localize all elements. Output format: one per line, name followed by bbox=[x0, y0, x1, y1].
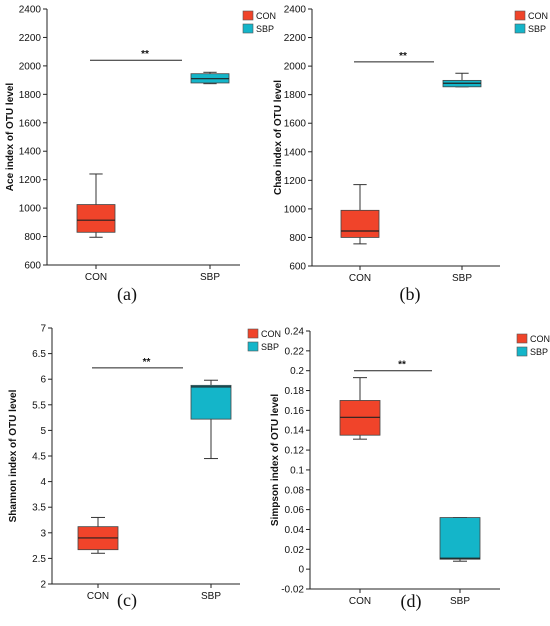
y-axis-label: Simpson index of OTU level bbox=[270, 394, 281, 526]
y-tick-label: 2200 bbox=[19, 33, 42, 44]
y-tick-label: 2000 bbox=[284, 62, 307, 73]
y-tick-label: 1200 bbox=[19, 175, 42, 186]
box-con bbox=[76, 173, 116, 238]
box-con bbox=[339, 377, 381, 440]
significance-label: ** bbox=[398, 360, 406, 371]
legend-swatch bbox=[247, 341, 259, 352]
y-tick-label: 0.14 bbox=[285, 426, 305, 437]
legend-swatch bbox=[514, 23, 526, 34]
y-axis-label: Chao index of OTU level bbox=[273, 80, 284, 195]
y-tick-label: 0.2 bbox=[290, 366, 304, 377]
y-tick-label: 0.1 bbox=[290, 465, 304, 476]
legend-swatch bbox=[242, 23, 254, 34]
legend-swatch bbox=[516, 333, 528, 344]
x-tick-label: SBP bbox=[200, 272, 220, 283]
box-con bbox=[77, 516, 119, 554]
y-axis-label: Ace index of OTU level bbox=[5, 83, 16, 192]
y-tick-label: 0.04 bbox=[285, 525, 305, 536]
y-tick-label: 1000 bbox=[284, 204, 307, 215]
legend-label: SBP bbox=[261, 342, 279, 352]
y-tick-label: 1400 bbox=[284, 147, 307, 158]
legend-label: CON bbox=[256, 11, 276, 21]
legend-swatch bbox=[242, 10, 254, 21]
y-tick-label: 0.18 bbox=[285, 386, 305, 397]
y-tick-label: 0.08 bbox=[285, 485, 305, 496]
y-tick-label: 5 bbox=[40, 426, 46, 437]
y-tick-label: 0.16 bbox=[285, 406, 305, 417]
panel-label: (b) bbox=[400, 284, 421, 305]
y-tick-label: 3 bbox=[40, 528, 46, 539]
legend-label: CON bbox=[261, 329, 281, 339]
panel-1: 600 800 1000 1200 1400 1600 1800 2000 2200 2400 Ac… bbox=[5, 5, 276, 306]
y-tick-label: 2400 bbox=[19, 5, 42, 16]
legend-swatch bbox=[516, 346, 528, 357]
x-tick-label: SBP bbox=[452, 273, 472, 284]
y-tick-label: 0.24 bbox=[285, 327, 305, 338]
x-tick-label: SBP bbox=[450, 596, 470, 607]
y-tick-label: 0.12 bbox=[285, 446, 305, 457]
box-sbp bbox=[439, 517, 481, 562]
y-tick-label: 3.5 bbox=[32, 503, 46, 514]
y-tick-label: 2400 bbox=[284, 5, 307, 16]
significance-label: ** bbox=[399, 51, 407, 62]
legend-label: SBP bbox=[256, 24, 274, 34]
y-axis-label: Shannon index of OTU level bbox=[8, 389, 19, 522]
y-tick-label: -0.02 bbox=[281, 585, 304, 596]
x-tick-label: CON bbox=[349, 273, 371, 284]
x-tick-label: CON bbox=[85, 272, 107, 283]
panel-3: 2 2.5 3 3.5 4 4.5 5 5.5 6 6.5 7 Shannon index of OT… bbox=[8, 324, 281, 612]
x-tick-label: SBP bbox=[201, 591, 221, 602]
y-tick-label: 6.5 bbox=[32, 349, 46, 360]
legend-label: CON bbox=[530, 334, 550, 344]
y-tick-label: 1800 bbox=[284, 90, 307, 101]
y-tick-label: 4.5 bbox=[32, 452, 46, 463]
y-tick-label: 1800 bbox=[19, 90, 42, 101]
y-tick-label: 2.5 bbox=[32, 554, 46, 565]
legend-swatch bbox=[514, 10, 526, 21]
x-tick-label: CON bbox=[349, 596, 371, 607]
box-body bbox=[190, 384, 232, 420]
y-tick-label: 7 bbox=[40, 324, 46, 335]
legend-label: SBP bbox=[528, 24, 546, 34]
y-tick-label: 0.02 bbox=[285, 545, 305, 556]
y-tick-label: 1600 bbox=[19, 118, 42, 129]
y-tick-label: 0 bbox=[298, 565, 304, 576]
y-tick-label: 600 bbox=[289, 262, 306, 273]
legend-swatch bbox=[247, 328, 259, 339]
box-sbp bbox=[442, 72, 482, 88]
legend-label: SBP bbox=[530, 347, 548, 357]
y-tick-label: 600 bbox=[24, 261, 41, 272]
panel-label: (a) bbox=[117, 284, 137, 305]
panel-label: (d) bbox=[401, 591, 422, 612]
y-tick-label: 4 bbox=[40, 477, 46, 488]
y-tick-label: 2 bbox=[40, 580, 46, 591]
significance-label: ** bbox=[143, 357, 151, 368]
panel-4: -0.02 0 0.02 0.04 0.06 0.08 0.1 0.12 0.14 0.16 0.1… bbox=[270, 327, 550, 613]
y-tick-label: 1400 bbox=[19, 147, 42, 158]
x-tick-label: CON bbox=[87, 591, 109, 602]
y-tick-label: 2000 bbox=[19, 61, 42, 72]
y-tick-label: 0.06 bbox=[285, 505, 305, 516]
box-sbp bbox=[190, 379, 232, 460]
panel-2: 600 800 1000 1200 1400 1600 1800 2000 2200 2400 Ch… bbox=[273, 5, 548, 306]
y-tick-label: 2200 bbox=[284, 33, 307, 44]
y-tick-label: 5.5 bbox=[32, 400, 46, 411]
box-body bbox=[340, 209, 380, 238]
y-tick-label: 0.22 bbox=[285, 346, 305, 357]
y-tick-label: 1600 bbox=[284, 119, 307, 130]
y-tick-label: 800 bbox=[289, 233, 306, 244]
box-sbp bbox=[190, 71, 230, 85]
box-body bbox=[76, 204, 116, 233]
y-tick-label: 1200 bbox=[284, 176, 307, 187]
y-tick-label: 1000 bbox=[19, 204, 42, 215]
legend-label: CON bbox=[528, 11, 548, 21]
significance-label: ** bbox=[141, 49, 149, 60]
panel-label: (c) bbox=[117, 590, 137, 611]
box-body bbox=[439, 517, 481, 560]
box-con bbox=[340, 184, 380, 245]
y-tick-label: 6 bbox=[40, 375, 46, 386]
y-tick-label: 800 bbox=[24, 232, 41, 243]
